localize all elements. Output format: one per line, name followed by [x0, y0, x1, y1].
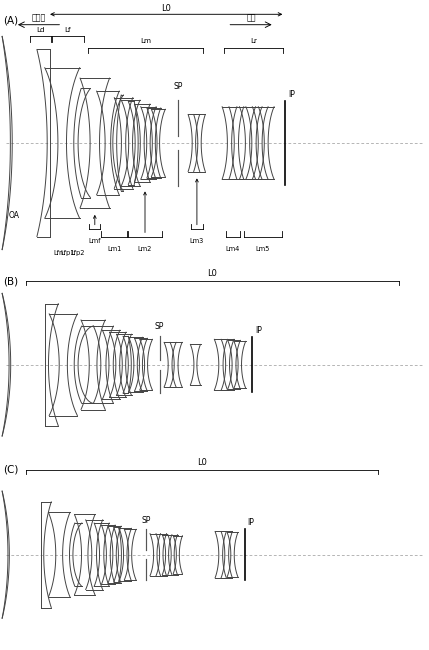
- Text: L0: L0: [207, 269, 218, 278]
- Text: L0: L0: [161, 4, 172, 13]
- Text: IP: IP: [288, 90, 295, 99]
- Text: Lm: Lm: [140, 38, 151, 44]
- Text: Lm2: Lm2: [138, 246, 152, 252]
- Text: 像側: 像側: [246, 13, 256, 22]
- Text: Lm5: Lm5: [255, 246, 270, 252]
- Text: (A): (A): [3, 16, 18, 25]
- Text: OA: OA: [8, 211, 19, 220]
- Text: IP: IP: [255, 326, 262, 335]
- Text: Lr: Lr: [250, 38, 257, 44]
- Text: Lfp2: Lfp2: [71, 250, 85, 255]
- Text: (C): (C): [3, 465, 19, 474]
- Text: 物体側: 物体側: [31, 13, 46, 22]
- Text: Ld: Ld: [36, 27, 45, 32]
- Text: SP: SP: [155, 322, 164, 331]
- Text: Lf: Lf: [64, 27, 71, 32]
- Text: Lm1: Lm1: [107, 246, 122, 252]
- Text: Lmf: Lmf: [88, 238, 101, 244]
- Text: SP: SP: [173, 82, 183, 91]
- Text: L0: L0: [196, 458, 207, 467]
- Text: (B): (B): [3, 276, 18, 286]
- Text: IP: IP: [247, 518, 254, 527]
- Text: Lfp1: Lfp1: [60, 250, 75, 255]
- Text: Lm3: Lm3: [190, 238, 204, 244]
- Text: Lfn: Lfn: [53, 250, 63, 255]
- Text: SP: SP: [141, 516, 151, 525]
- Text: Lm4: Lm4: [226, 246, 240, 252]
